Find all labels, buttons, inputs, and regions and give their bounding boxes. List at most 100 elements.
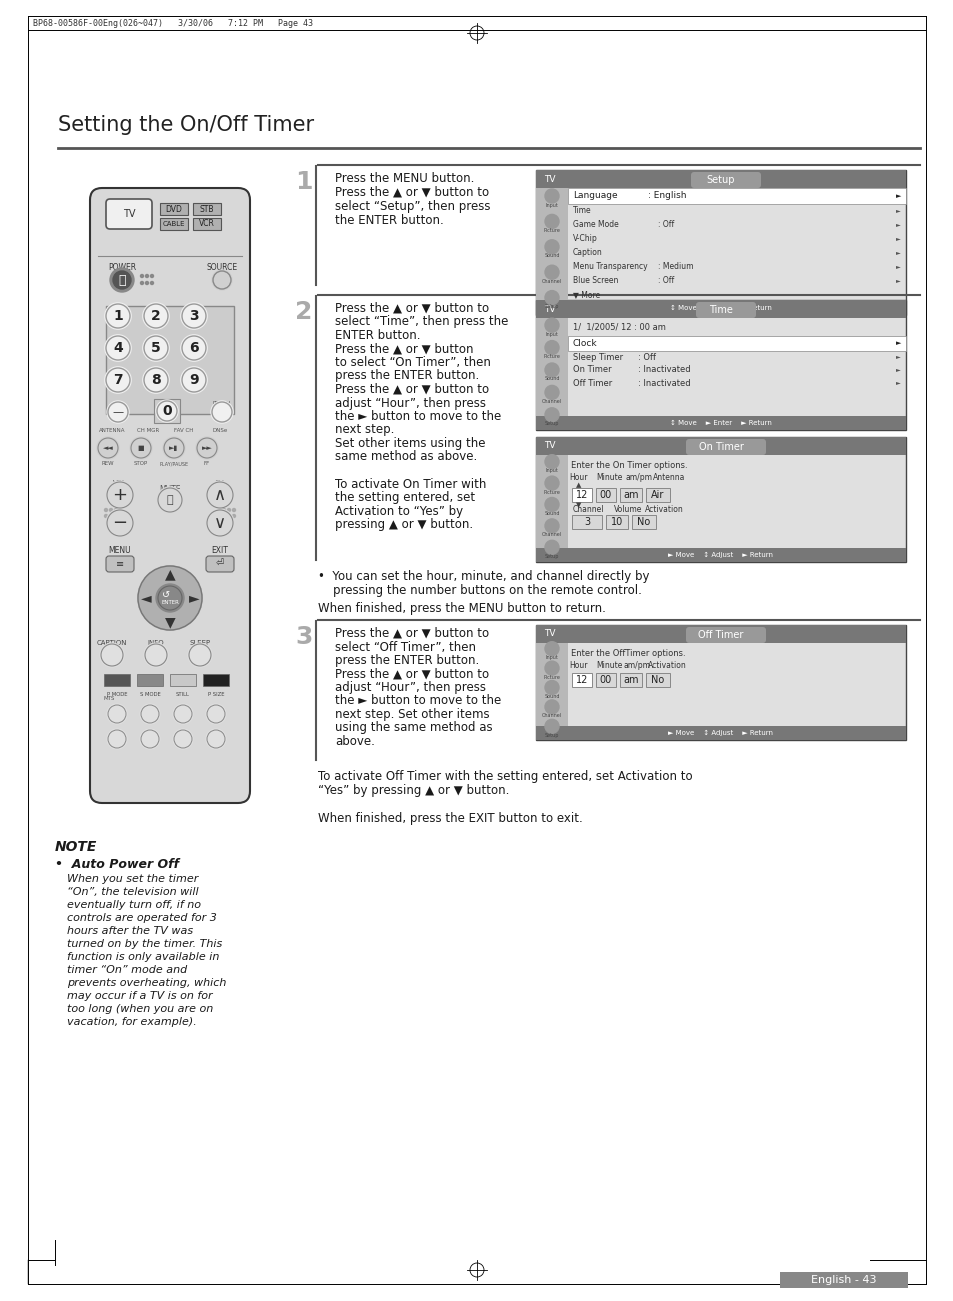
Text: Setup: Setup: [544, 304, 558, 310]
Text: Setup: Setup: [544, 732, 558, 738]
Text: CAPTION: CAPTION: [96, 640, 127, 647]
Bar: [619, 673, 641, 687]
Circle shape: [156, 399, 178, 422]
Text: V-Chip: V-Chip: [573, 234, 598, 243]
Circle shape: [206, 481, 233, 509]
Text: ►: ►: [895, 250, 900, 255]
Bar: [536, 189, 567, 315]
Text: When finished, press the EXIT button to exit.: When finished, press the EXIT button to …: [317, 812, 582, 825]
Circle shape: [544, 476, 558, 490]
Text: am/pm: am/pm: [625, 472, 652, 481]
Circle shape: [130, 437, 152, 459]
Text: ↕ Move    ► Enter    ► Return: ↕ Move ► Enter ► Return: [669, 420, 771, 425]
Text: 6: 6: [189, 341, 198, 355]
Circle shape: [544, 540, 558, 554]
Text: 10: 10: [610, 516, 622, 527]
Circle shape: [544, 700, 558, 714]
Text: Channel: Channel: [541, 399, 561, 403]
Text: “On”, the television will: “On”, the television will: [67, 887, 198, 896]
Text: Volume: Volume: [613, 506, 641, 514]
Text: too long (when you are on: too long (when you are on: [67, 1004, 213, 1013]
Text: turned on by the timer. This: turned on by the timer. This: [67, 939, 222, 948]
Bar: [596, 673, 616, 687]
Text: : Inactivated: : Inactivated: [638, 379, 690, 388]
Text: eventually turn off, if no: eventually turn off, if no: [67, 900, 201, 909]
Text: 12: 12: [576, 490, 588, 500]
Text: BP68-00586F-00Eng(026~047)   3/30/06   7:12 PM   Page 43: BP68-00586F-00Eng(026~047) 3/30/06 7:12 …: [33, 20, 313, 29]
Circle shape: [143, 367, 169, 393]
Bar: [160, 219, 188, 230]
Text: am: am: [622, 675, 639, 686]
Text: Set other items using the: Set other items using the: [335, 437, 485, 450]
Text: Antenna: Antenna: [652, 472, 684, 481]
Text: To activate On Timer with: To activate On Timer with: [335, 477, 486, 490]
Text: the ENTER button.: the ENTER button.: [335, 213, 443, 226]
Text: MTS: MTS: [104, 696, 115, 701]
Text: Time: Time: [708, 304, 732, 315]
Text: 3: 3: [583, 516, 590, 527]
Circle shape: [544, 239, 558, 254]
Text: Minute: Minute: [596, 472, 621, 481]
Circle shape: [156, 584, 184, 611]
Text: •  You can set the hour, minute, and channel directly by: • You can set the hour, minute, and chan…: [317, 570, 649, 583]
Text: Press the ▲ or ▼ button: Press the ▲ or ▼ button: [335, 342, 473, 355]
Text: ►▮: ►▮: [170, 445, 178, 451]
Text: POWER: POWER: [108, 263, 136, 272]
Text: Setting the On/Off Timer: Setting the On/Off Timer: [58, 114, 314, 135]
Circle shape: [233, 509, 235, 511]
Text: Enter the On Timer options.: Enter the On Timer options.: [571, 461, 687, 470]
Text: VCR: VCR: [199, 220, 214, 229]
Text: Sound: Sound: [543, 254, 559, 259]
Text: Press the MENU button.: Press the MENU button.: [335, 172, 474, 185]
Text: Activation: Activation: [644, 506, 682, 514]
Bar: [572, 673, 592, 687]
Text: Setup: Setup: [706, 176, 735, 185]
Text: may occur if a TV is on for: may occur if a TV is on for: [67, 991, 213, 1000]
Text: adjust “Hour”, then press: adjust “Hour”, then press: [335, 397, 485, 410]
Bar: [536, 301, 905, 317]
Bar: [536, 317, 567, 431]
Text: 2: 2: [151, 310, 161, 323]
Text: 0: 0: [162, 405, 172, 418]
Circle shape: [181, 367, 207, 393]
Text: English - 43: English - 43: [810, 1275, 876, 1285]
Text: select “Time”, then press the: select “Time”, then press the: [335, 316, 508, 328]
Text: Hour: Hour: [569, 661, 588, 670]
Text: Clock: Clock: [573, 338, 597, 347]
Bar: [106, 306, 233, 414]
Text: Caption: Caption: [573, 248, 602, 258]
Text: EXIT: EXIT: [212, 546, 228, 556]
Text: Press the ▲ or ▼ button to: Press the ▲ or ▼ button to: [335, 302, 489, 315]
Text: Sound: Sound: [543, 511, 559, 516]
Text: ▼: ▼: [165, 615, 175, 628]
Circle shape: [544, 719, 558, 734]
Text: −: −: [112, 514, 128, 532]
Text: 4: 4: [113, 341, 123, 355]
Bar: [780, 1272, 907, 1288]
Text: Picture: Picture: [543, 228, 559, 233]
Text: Minute: Minute: [596, 661, 621, 670]
FancyBboxPatch shape: [106, 556, 133, 572]
Text: ENTER button.: ENTER button.: [335, 329, 420, 342]
Text: pressing the number buttons on the remote control.: pressing the number buttons on the remot…: [317, 584, 641, 597]
Text: next step.: next step.: [335, 424, 394, 437]
Text: Input: Input: [545, 468, 558, 474]
Circle shape: [100, 643, 124, 667]
Text: STB: STB: [199, 204, 214, 213]
Circle shape: [222, 514, 225, 518]
Bar: [536, 437, 905, 455]
Text: Sleep Timer: Sleep Timer: [573, 353, 622, 362]
Bar: [203, 674, 229, 686]
Bar: [536, 301, 905, 431]
Text: the setting entered, set: the setting entered, set: [335, 490, 475, 503]
Bar: [605, 515, 627, 530]
Bar: [104, 674, 130, 686]
Text: Game Mode: Game Mode: [573, 220, 618, 229]
Text: Blue Screen: Blue Screen: [573, 276, 618, 285]
Text: Channel: Channel: [541, 713, 561, 718]
Text: +: +: [112, 487, 128, 503]
Text: select “Setup”, then press: select “Setup”, then press: [335, 200, 490, 213]
Text: PRECH: PRECH: [213, 401, 231, 406]
FancyBboxPatch shape: [206, 556, 233, 572]
Circle shape: [544, 290, 558, 304]
